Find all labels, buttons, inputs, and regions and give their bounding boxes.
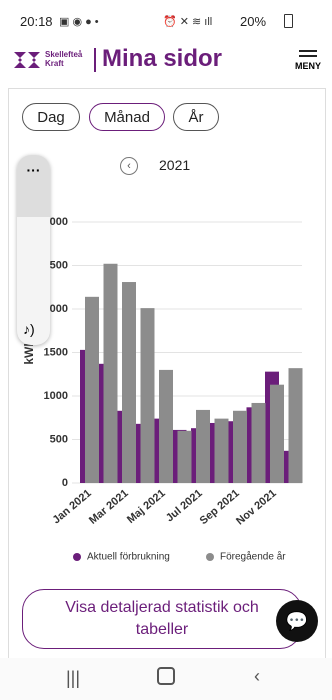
tab[interactable]: Dag [22,103,80,131]
x-tick-label: Maj 2021 [125,487,168,526]
floating-panel[interactable]: ··· ♪) [17,155,50,345]
bar [196,409,210,483]
status-icons: ▣ ◉ ● • [59,16,99,28]
home-button[interactable] [157,667,175,685]
details-button[interactable]: Visa detaljerad statistik och tabeller [22,589,302,649]
tab-active[interactable]: Månad [89,103,165,131]
bar [288,368,303,483]
menu-button[interactable]: MENY [292,46,324,71]
bar [140,308,155,483]
battery-icon [284,14,293,28]
menu-label: MENY [294,61,321,71]
bar [251,402,266,483]
bar [177,430,192,483]
y-tick-label: 1500 [44,346,68,358]
divider [94,48,96,72]
x-tick-label: Nov 2021 [234,487,279,527]
legend-marker [73,553,81,561]
legend-label: Aktuell förbrukning [87,552,170,563]
prev-button[interactable]: ‹ [120,157,138,175]
status-bar: 20:18 ▣ ◉ ● • ⏰ ✕ ≋ ıll 20% [0,0,332,44]
logo-line: Kraft [45,59,64,68]
logo-line: Skellefteå [45,50,83,59]
page-title: Mina sidor [102,45,223,72]
y-tick-label: 500 [50,433,68,445]
back-button[interactable]: ‹ [254,666,260,686]
chat-button[interactable]: 💬 [276,600,318,642]
panel-handle[interactable]: ··· [17,155,50,217]
bar [103,263,118,483]
card [8,88,326,689]
battery: 20% [240,14,267,29]
bar [85,296,99,483]
header: Skellefteå Kraft Mina sidor MENY [0,44,332,76]
tab[interactable]: År [173,103,219,131]
legend-marker [206,553,214,561]
logo-icon [14,52,40,68]
sound-icon[interactable]: ♪) [23,321,35,337]
y-axis-label: kWh [22,339,36,364]
system-icons: ⏰ ✕ ≋ ıll [163,16,213,28]
bar [122,282,136,483]
y-tick-label: 1000 [44,390,68,402]
bar [233,410,247,483]
logo-text: Skellefteå Kraft [45,50,82,68]
nav-bar: ||| ‹ [0,658,332,700]
bar [214,418,229,483]
x-tick-label: Mar 2021 [87,487,131,526]
x-tick-label: Jan 2021 [50,487,93,526]
year: 2021 [159,157,191,173]
time: 20:18 [20,14,53,29]
bar [159,369,173,483]
bar [270,384,284,483]
recents-button[interactable]: ||| [66,668,81,688]
y-tick-label: 0 [62,477,68,489]
legend-label: Föregående år [220,551,286,563]
